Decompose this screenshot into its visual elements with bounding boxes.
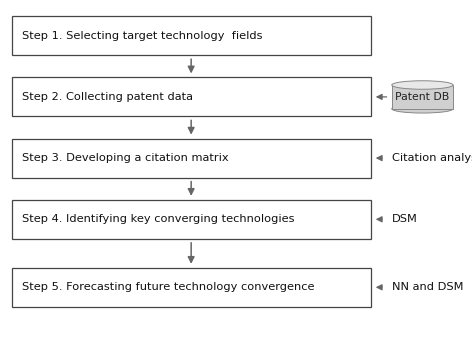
Text: Step 4. Identifying key converging technologies: Step 4. Identifying key converging techn… (22, 214, 295, 224)
Text: Citation analysis: Citation analysis (392, 153, 472, 163)
FancyBboxPatch shape (12, 268, 371, 307)
FancyBboxPatch shape (12, 200, 371, 239)
FancyBboxPatch shape (392, 85, 453, 109)
Text: Patent DB: Patent DB (396, 92, 449, 102)
Ellipse shape (392, 105, 453, 113)
Text: Step 2. Collecting patent data: Step 2. Collecting patent data (22, 92, 193, 102)
FancyBboxPatch shape (12, 78, 371, 116)
Text: Step 5. Forecasting future technology convergence: Step 5. Forecasting future technology co… (22, 282, 315, 292)
Text: Step 3. Developing a citation matrix: Step 3. Developing a citation matrix (22, 153, 229, 163)
FancyBboxPatch shape (12, 139, 371, 177)
FancyBboxPatch shape (12, 16, 371, 55)
Text: DSM: DSM (392, 214, 418, 224)
Ellipse shape (392, 81, 453, 89)
Text: NN and DSM: NN and DSM (392, 282, 463, 292)
Text: Step 1. Selecting target technology  fields: Step 1. Selecting target technology fiel… (22, 31, 263, 41)
